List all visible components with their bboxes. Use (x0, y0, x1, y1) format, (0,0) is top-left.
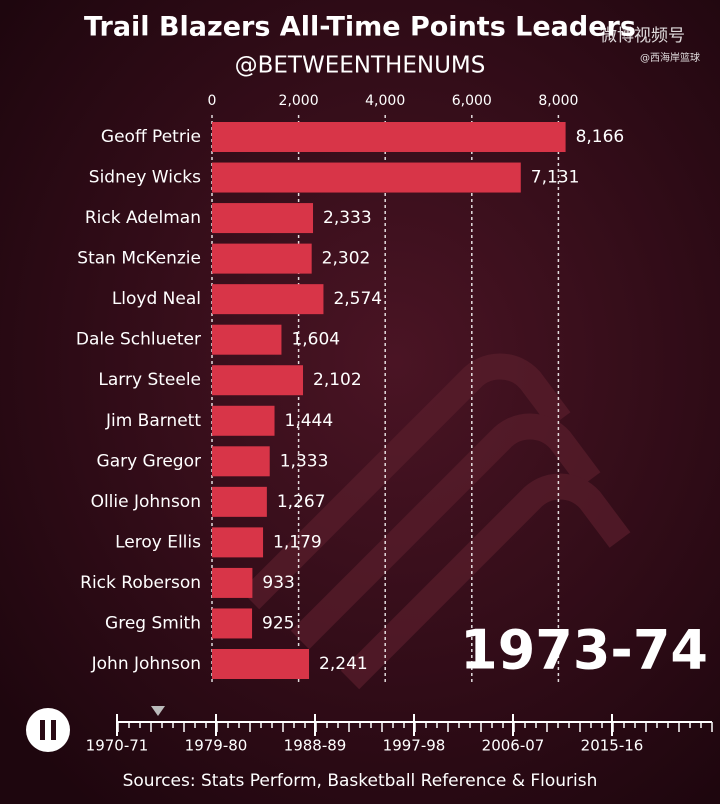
chart-subtitle: @BETWEENTHENUMS (235, 53, 486, 79)
bar (212, 527, 264, 558)
chart-title: Trail Blazers All-Time Points Leaders (84, 12, 636, 43)
logo-watermark (240, 353, 631, 690)
x-tick-label: 6,000 (452, 93, 492, 109)
source-note: Sources: Stats Perform, Basketball Refer… (123, 771, 598, 791)
bar (212, 567, 253, 598)
pause-icon (40, 720, 45, 740)
x-tick-label: 2,000 (279, 93, 319, 109)
bar (212, 486, 267, 517)
value-label: 1,179 (273, 532, 322, 552)
category-label: Geoff Petrie (101, 127, 201, 147)
timeline-label: 1979-80 (185, 737, 248, 755)
category-label: Ollie Johnson (91, 492, 201, 512)
watermark-channel: 微博视频号 (600, 26, 685, 46)
bar (212, 405, 275, 436)
value-label: 933 (262, 573, 294, 593)
period-label: 1973-74 (460, 619, 708, 682)
value-label: 2,302 (322, 249, 371, 269)
bar (212, 284, 324, 315)
x-tick-label: 8,000 (538, 93, 578, 109)
value-label: 1,267 (277, 492, 326, 512)
category-label: Greg Smith (105, 613, 201, 633)
bar (212, 203, 314, 234)
value-label: 1,333 (280, 451, 329, 471)
category-label: Stan McKenzie (77, 249, 201, 269)
category-label: Gary Gregor (97, 451, 201, 471)
timeline-label: 2006-07 (482, 737, 545, 755)
bar (212, 446, 270, 477)
bar (212, 324, 282, 355)
value-label: 1,444 (285, 411, 334, 431)
category-label: Jim Barnett (105, 411, 201, 431)
bar (212, 243, 312, 274)
value-label: 8,166 (576, 127, 625, 147)
value-label: 1,604 (291, 330, 340, 350)
category-label: Rick Adelman (85, 208, 201, 228)
x-tick-label: 4,000 (365, 93, 405, 109)
value-label: 2,102 (313, 370, 362, 390)
value-label: 7,131 (531, 168, 580, 188)
x-tick-label: 0 (208, 93, 217, 109)
category-label: Sidney Wicks (89, 168, 201, 188)
category-label: Rick Roberson (80, 573, 201, 593)
category-label: Lloyd Neal (112, 289, 201, 309)
bar (212, 162, 521, 193)
timeline-label: 2015-16 (581, 737, 644, 755)
value-label: 2,574 (333, 289, 382, 309)
bar (212, 365, 304, 396)
category-label: Larry Steele (98, 370, 201, 390)
category-label: Dale Schlueter (76, 330, 201, 350)
timeline-label: 1970-71 (86, 737, 149, 755)
timeline-label: 1997-98 (383, 737, 446, 755)
category-label: Leroy Ellis (115, 532, 201, 552)
timeline-label: 1988-89 (284, 737, 347, 755)
pause-button[interactable] (26, 708, 70, 752)
pause-icon (51, 720, 56, 740)
category-label: John Johnson (91, 654, 201, 674)
value-label: 925 (262, 613, 294, 633)
value-label: 2,241 (319, 654, 368, 674)
value-label: 2,333 (323, 208, 372, 228)
bar (212, 608, 253, 639)
bar (212, 122, 566, 152)
timeline-handle[interactable] (151, 706, 165, 716)
watermark-handle: @西海岸篮球 (640, 51, 700, 64)
bar (212, 649, 310, 679)
